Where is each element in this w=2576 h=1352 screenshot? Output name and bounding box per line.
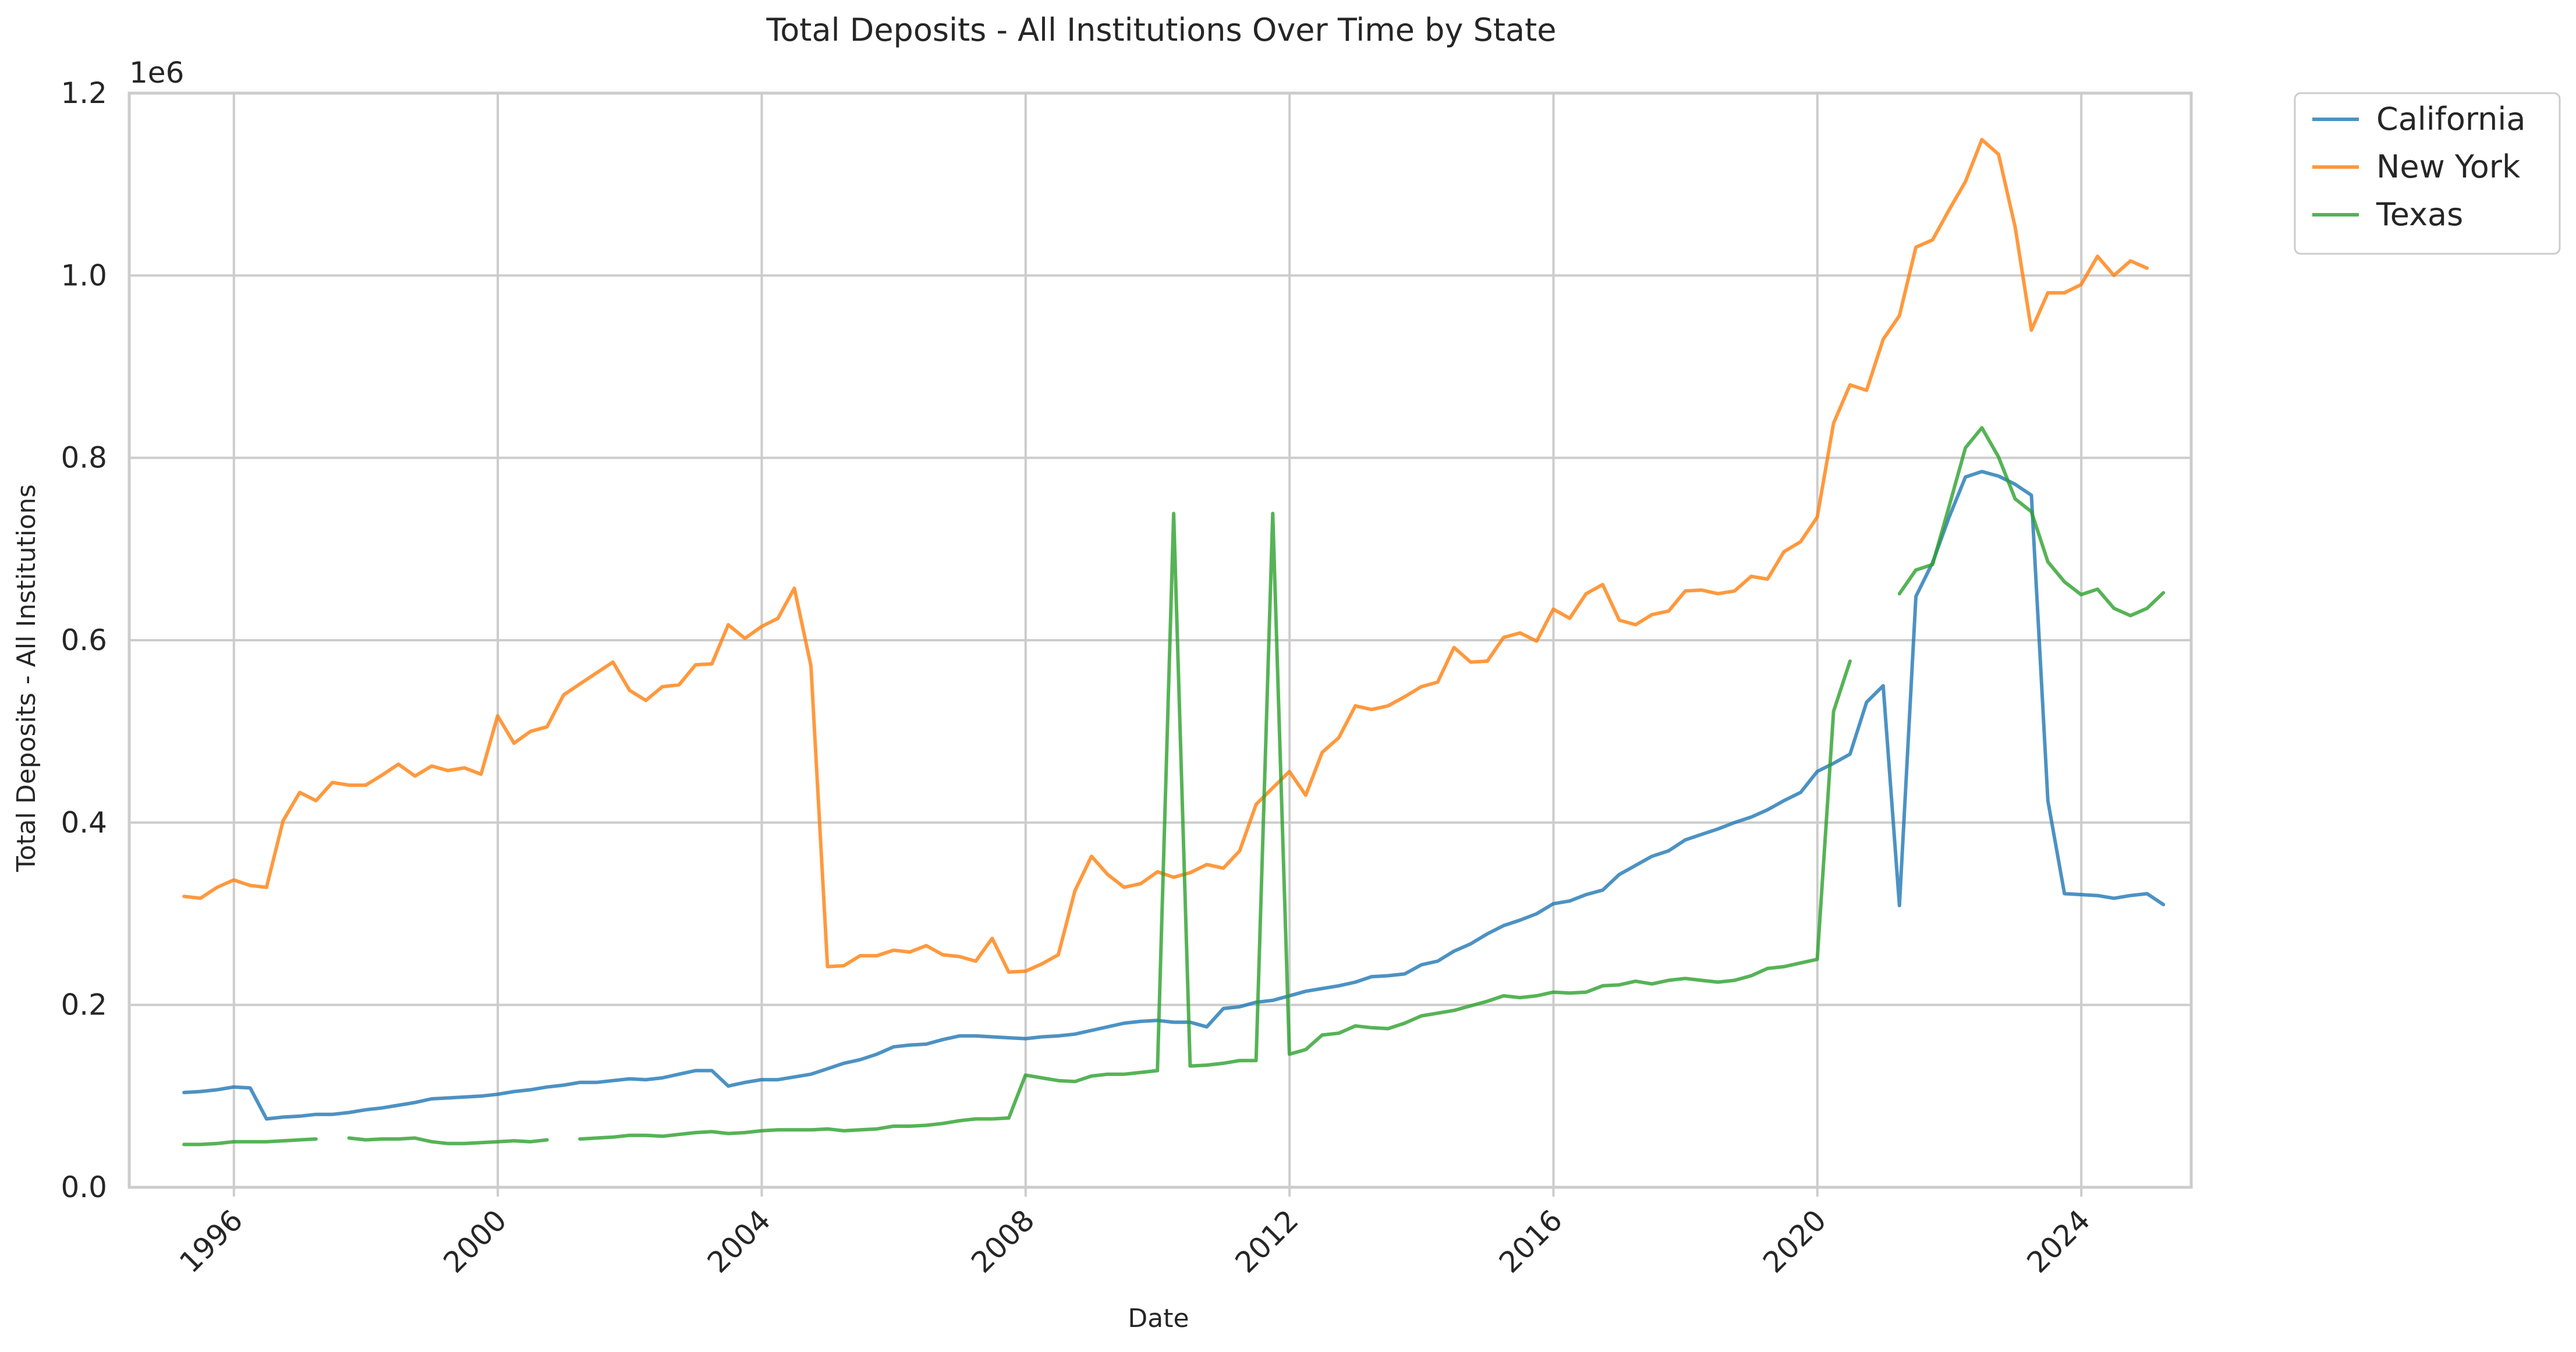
x-axis-label: Date	[1128, 1304, 1189, 1333]
y-axis-label: Total Deposits - All Institutions	[12, 484, 41, 872]
y-tick-label: 0.6	[61, 623, 107, 657]
y-tick-label: 0.8	[61, 441, 107, 475]
y-tick-label: 1.2	[61, 76, 107, 110]
x-axis-ticks: 1996 2000 2004 2008 2012 2016 2020 2024	[173, 1187, 2097, 1279]
x-tick-label: 2004	[701, 1203, 777, 1279]
x-tick-label: 2020	[1756, 1203, 1833, 1279]
series-line-texas	[182, 426, 2166, 1147]
series-line-new-york	[182, 137, 2149, 974]
legend-box	[2294, 92, 2561, 255]
y-tick-label: 1.0	[61, 258, 107, 292]
y-axis-ticks: 0.0 0.2 0.4 0.6 0.8 1.0 1.2	[61, 76, 107, 1204]
legend-label-new-york: New York	[2376, 148, 2521, 185]
plot-frame	[127, 91, 2193, 1189]
x-tick-label: 2024	[2021, 1203, 2097, 1279]
series-layer	[182, 137, 2166, 1147]
legend-label-texas: Texas	[2376, 196, 2463, 233]
y-tick-label: 0.4	[61, 805, 107, 839]
grid	[129, 92, 2191, 1188]
x-tick-label: 1996	[173, 1203, 249, 1279]
y-axis-offset-label: 1e6	[129, 56, 184, 90]
x-tick-label: 2008	[965, 1203, 1041, 1279]
y-tick-label: 0.2	[61, 988, 107, 1022]
series-line-california	[182, 470, 2166, 1121]
legend: California New York Texas	[2294, 92, 2561, 255]
legend-label-california: California	[2376, 101, 2525, 137]
x-tick-label: 2012	[1229, 1203, 1305, 1279]
chart-title: Total Deposits - All Institutions Over T…	[766, 12, 1556, 48]
x-tick-label: 2016	[1493, 1203, 1569, 1279]
x-tick-label: 2000	[437, 1203, 513, 1279]
y-tick-label: 0.0	[61, 1170, 107, 1204]
